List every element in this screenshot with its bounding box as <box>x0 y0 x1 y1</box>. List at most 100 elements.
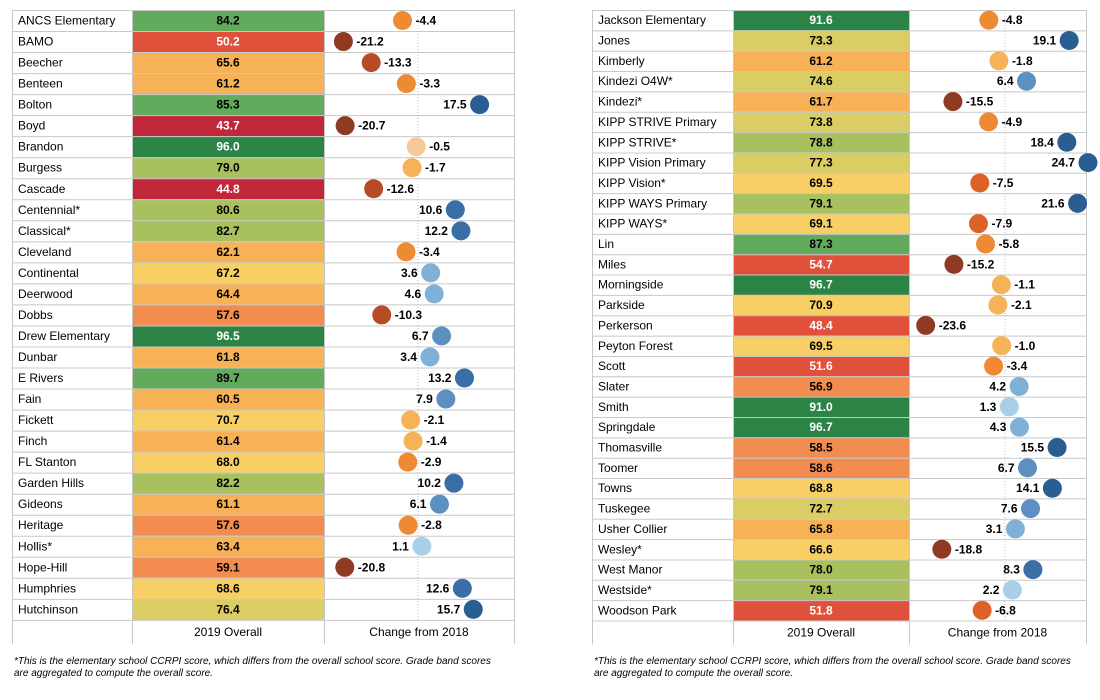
change-dot <box>421 263 441 283</box>
change-value: -1.4 <box>426 434 447 448</box>
change-dot <box>932 539 952 559</box>
change-value: -7.9 <box>991 217 1012 231</box>
change-dot <box>406 137 426 157</box>
score-cell <box>733 91 909 112</box>
score-cell <box>132 178 324 200</box>
change-value: 13.2 <box>428 371 452 385</box>
score-cell <box>132 262 324 284</box>
score-value: 69.5 <box>809 339 833 353</box>
change-dot <box>335 116 355 136</box>
score-cell <box>132 94 324 116</box>
score-cell <box>733 30 909 51</box>
score-value: 59.1 <box>216 560 240 574</box>
score-cell <box>132 157 324 179</box>
score-value: 72.7 <box>809 502 833 516</box>
change-dot <box>361 53 381 73</box>
change-value: -1.7 <box>425 161 446 175</box>
change-dot <box>968 214 988 234</box>
score-cell <box>132 115 324 137</box>
change-value: -3.4 <box>419 245 440 259</box>
score-cell <box>733 213 909 234</box>
left-footnote: *This is the elementary school CCRPI sco… <box>14 656 491 679</box>
score-value: 96.7 <box>809 420 833 434</box>
change-dot <box>1017 71 1037 91</box>
score-value: 61.7 <box>809 95 833 109</box>
school-name: Kindezi* <box>598 95 642 109</box>
score-cell <box>132 598 324 620</box>
school-name: Gideons <box>18 497 63 511</box>
score-cell <box>733 457 909 479</box>
score-value: 80.6 <box>216 203 240 217</box>
change-dot <box>454 368 474 388</box>
change-value: -4.4 <box>416 14 437 28</box>
change-value: 15.7 <box>437 602 461 616</box>
school-name: Usher Collier <box>598 522 667 536</box>
score-value: 76.4 <box>216 602 240 616</box>
score-value: 57.6 <box>216 308 240 322</box>
right-score-table-svg: Jackson Elementary 91.6 -4.8 Jones 73.3 19.1 K… <box>592 10 1098 645</box>
score-cell <box>132 304 324 326</box>
change-dot <box>452 578 472 598</box>
score-value: 78.8 <box>809 135 833 149</box>
score-cell <box>132 451 324 473</box>
change-value: 6.1 <box>410 497 427 511</box>
score-cell <box>733 559 909 580</box>
score-value: 91.6 <box>809 13 833 27</box>
change-dot <box>944 254 964 274</box>
change-value: 6.7 <box>412 329 429 343</box>
score-cell <box>733 600 909 621</box>
table-grid <box>592 10 1087 645</box>
score-value: 56.9 <box>809 379 833 393</box>
school-name: KIPP STRIVE Primary <box>598 115 716 129</box>
school-name: Hope-Hill <box>18 560 67 574</box>
score-cell <box>132 283 324 305</box>
change-dot <box>436 389 456 409</box>
score-value: 50.2 <box>216 35 240 49</box>
score-cell <box>132 472 324 494</box>
table-marks: ANCS Elementary 84.2 -4.4 BAMO 50.2 -21.2 Beec… <box>18 11 490 619</box>
change-dot <box>979 112 999 132</box>
score-cell <box>733 579 909 601</box>
score-value: 91.0 <box>809 400 833 414</box>
score-value: 68.0 <box>216 455 240 469</box>
change-value: -15.5 <box>966 95 994 109</box>
score-value: 79.1 <box>809 196 833 210</box>
school-name: Cascade <box>18 182 66 196</box>
score-cell <box>733 132 909 153</box>
change-value: -6.8 <box>995 603 1016 617</box>
change-dot <box>1078 153 1098 173</box>
school-name: Springdale <box>598 420 656 434</box>
change-dot <box>1023 560 1043 580</box>
score-value: 96.5 <box>216 329 240 343</box>
change-dot <box>432 326 452 346</box>
score-cell <box>132 136 324 158</box>
change-column-label: Change from 2018 <box>948 626 1048 640</box>
school-name: Brandon <box>18 140 63 154</box>
change-dot <box>1009 417 1029 437</box>
score-value: 73.3 <box>809 34 833 48</box>
change-value: 12.2 <box>425 224 449 238</box>
score-cell <box>733 294 909 316</box>
right-score-table: Jackson Elementary 91.6 -4.8 Jones 73.3 19.1 K… <box>592 10 1098 645</box>
score-value: 96.0 <box>216 140 240 154</box>
change-dot <box>1005 519 1025 539</box>
change-value: -12.6 <box>387 182 415 196</box>
score-cell <box>132 52 324 74</box>
score-value: 78.0 <box>809 563 833 577</box>
score-cell <box>733 172 909 194</box>
school-name: Jones <box>598 34 630 48</box>
score-column-label: 2019 Overall <box>194 625 262 639</box>
school-name: Fickett <box>18 413 54 427</box>
score-value: 70.9 <box>809 298 833 312</box>
change-value: -4.8 <box>1002 13 1023 27</box>
change-value: -2.9 <box>421 455 442 469</box>
score-cell <box>733 233 909 255</box>
score-cell <box>132 367 324 389</box>
school-name: Benteen <box>18 77 63 91</box>
school-name: KIPP Vision Primary <box>598 156 706 170</box>
score-cell <box>132 493 324 515</box>
change-dot <box>1068 193 1088 213</box>
school-name: Cleveland <box>18 245 71 259</box>
school-name: E Rivers <box>18 371 63 385</box>
change-value: 12.6 <box>426 581 450 595</box>
